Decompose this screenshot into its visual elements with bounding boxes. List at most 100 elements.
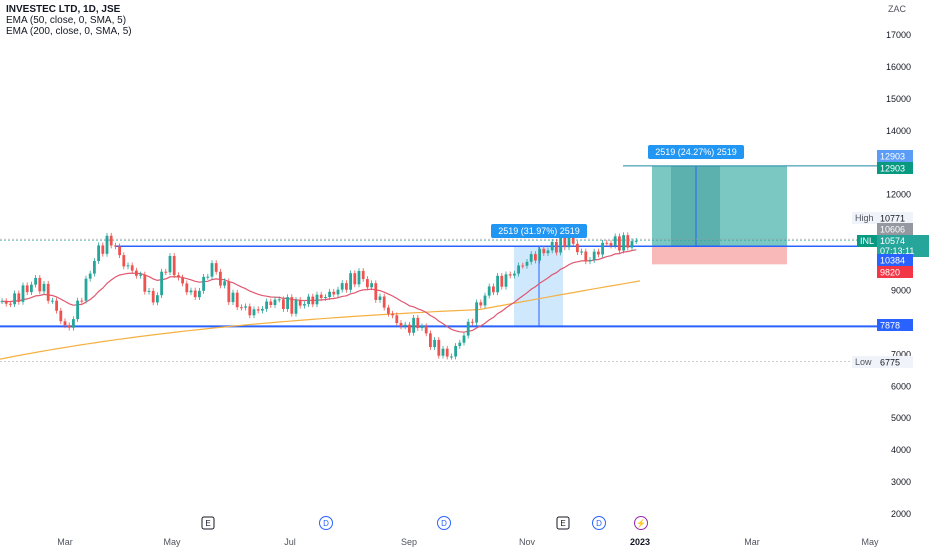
candle-body[interactable] [563,235,567,248]
candle-body[interactable] [412,317,415,333]
candle-body[interactable] [189,290,193,293]
candle-body[interactable] [0,301,4,303]
candle-body[interactable] [25,285,29,293]
candle-body[interactable] [231,292,235,303]
candle-body[interactable] [576,243,579,253]
candle-body[interactable] [42,283,46,292]
candle-body[interactable] [273,299,277,306]
candle-body[interactable] [504,274,508,287]
candle-body[interactable] [177,275,180,278]
candle-body[interactable] [294,299,298,314]
candle-body[interactable] [135,270,138,276]
dividend-event-icon[interactable] [592,516,606,530]
candle-body[interactable] [286,297,289,310]
candle-body[interactable] [559,235,562,253]
legend-title[interactable]: INVESTEC LTD, 1D, JSE [6,4,121,15]
legend-ema200[interactable]: EMA (200, close, 0, SMA, 5) [6,26,132,37]
candle-body[interactable] [235,292,239,308]
candle-body[interactable] [248,306,252,316]
candle-body[interactable] [202,276,205,291]
candle-body[interactable] [84,278,88,301]
candle-body[interactable] [492,286,495,293]
candle-body[interactable] [538,248,541,261]
candle-body[interactable] [46,283,50,301]
candle-body[interactable] [517,265,520,274]
candle-body[interactable] [139,274,142,276]
candle-body[interactable] [429,333,432,348]
candle-body[interactable] [265,301,268,309]
candle-body[interactable] [160,271,163,296]
candle-body[interactable] [534,254,537,261]
candle-body[interactable] [332,291,336,295]
candle-body[interactable] [487,286,491,296]
candle-body[interactable] [500,275,504,287]
candle-body[interactable] [622,235,625,251]
candle-body[interactable] [67,325,71,328]
candle-body[interactable] [328,291,331,298]
candle-body[interactable] [340,283,344,290]
dividend-event-icon[interactable] [319,516,333,530]
candle-body[interactable] [9,303,12,305]
candle-body[interactable] [466,321,470,336]
candle-body[interactable] [223,281,226,286]
candle-body[interactable] [109,235,113,246]
candle-body[interactable] [370,283,373,288]
candle-body[interactable] [315,294,319,305]
candle-body[interactable] [4,301,8,304]
candle-body[interactable] [30,284,33,293]
candle-body[interactable] [613,236,617,246]
candle-body[interactable] [458,342,462,346]
candle-body[interactable] [336,289,340,295]
candle-body[interactable] [324,297,327,299]
candle-body[interactable] [198,290,201,298]
candle-body[interactable] [525,261,529,266]
candle-body[interactable] [34,277,37,285]
candle-body[interactable] [441,348,445,356]
candle-body[interactable] [416,317,420,328]
candle-body[interactable] [391,313,394,316]
candle-body[interactable] [546,250,550,254]
legend-ema50[interactable]: EMA (50, close, 0, SMA, 5) [6,15,127,26]
candle-body[interactable] [156,295,159,303]
candle-body[interactable] [126,265,130,267]
candle-body[interactable] [118,246,121,256]
candle-body[interactable] [366,279,369,288]
candle-body[interactable] [164,271,168,273]
candle-body[interactable] [269,301,273,306]
candle-body[interactable] [63,321,67,326]
candle-body[interactable] [462,335,466,343]
candle-body[interactable] [93,261,96,274]
candle-body[interactable] [72,319,75,328]
candle-body[interactable] [454,345,457,357]
candle-body[interactable] [592,251,596,260]
candle-body[interactable] [21,285,25,302]
candle-body[interactable] [420,326,424,328]
candle-body[interactable] [219,271,222,286]
candle-body[interactable] [143,274,147,292]
candle-body[interactable] [521,265,525,267]
ema200-line[interactable] [0,280,641,360]
candle-body[interactable] [437,339,441,356]
candle-body[interactable] [210,263,214,277]
candle-body[interactable] [214,263,218,272]
candle-body[interactable] [172,256,176,276]
candle-body[interactable] [445,348,449,357]
candle-body[interactable] [550,241,554,251]
split-event-icon[interactable] [634,516,648,530]
position-target-box[interactable] [652,165,787,247]
candle-body[interactable] [282,299,285,310]
candle-body[interactable] [424,326,428,334]
candle-body[interactable] [311,296,315,305]
candle-body[interactable] [227,281,231,303]
candle-body[interactable] [240,307,243,309]
candle-body[interactable] [450,356,453,358]
candle-body[interactable] [475,302,478,323]
candle-body[interactable] [387,307,390,314]
candle-body[interactable] [122,255,126,267]
candle-body[interactable] [471,321,474,323]
candle-body[interactable] [51,300,54,302]
candle-body[interactable] [59,310,63,322]
candle-body[interactable] [181,277,184,284]
candle-body[interactable] [303,304,306,306]
